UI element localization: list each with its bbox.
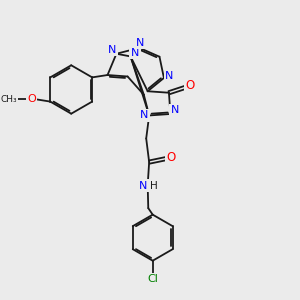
- Text: H: H: [150, 181, 158, 191]
- Text: N: N: [131, 48, 139, 58]
- Text: N: N: [108, 45, 117, 55]
- Text: N: N: [171, 105, 179, 116]
- Text: O: O: [27, 94, 36, 104]
- Text: O: O: [167, 151, 176, 164]
- Text: Cl: Cl: [147, 274, 158, 284]
- Text: N: N: [165, 71, 173, 82]
- Text: CH₃: CH₃: [0, 95, 16, 104]
- Text: N: N: [136, 38, 144, 48]
- Text: N: N: [140, 110, 148, 121]
- Text: N: N: [140, 181, 148, 191]
- Text: O: O: [186, 80, 195, 92]
